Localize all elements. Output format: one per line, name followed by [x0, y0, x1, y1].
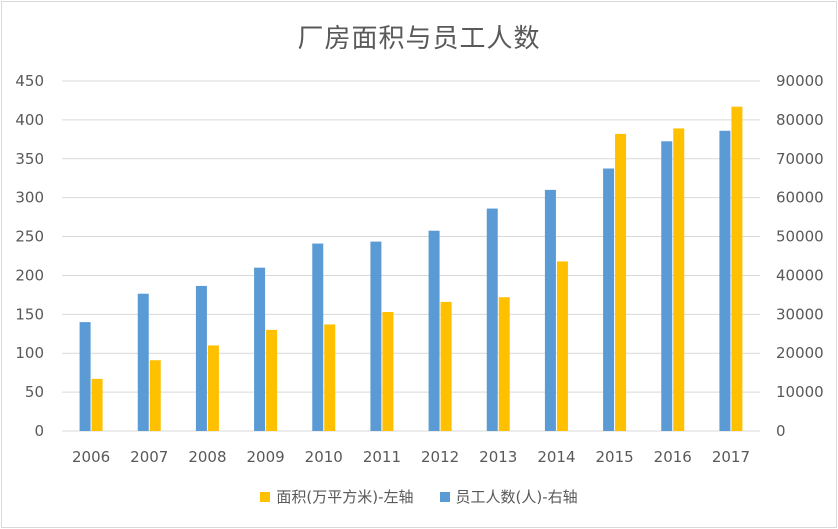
left-tick-label: 250	[15, 228, 44, 246]
x-tick-label: 2007	[130, 448, 168, 466]
legend-label-employees: 员工人数(人)-右轴	[455, 488, 578, 506]
bar-employees	[486, 208, 498, 431]
x-tick-label: 2008	[188, 448, 226, 466]
x-tick-label: 2006	[72, 448, 110, 466]
right-tick-label: 0	[776, 422, 786, 440]
x-tick-label: 2012	[421, 448, 459, 466]
bar-employees	[254, 267, 266, 431]
right-tick-label: 90000	[776, 72, 824, 90]
x-tick-label: 2009	[246, 448, 284, 466]
bar-employees	[195, 285, 207, 431]
bar-area	[149, 360, 161, 431]
bar-employees	[428, 230, 440, 431]
legend-item-area: 面积(万平方米)-左轴	[260, 486, 414, 507]
left-tick-label: 150	[15, 305, 44, 323]
left-tick-label: 50	[25, 383, 44, 401]
bar-area	[440, 301, 452, 431]
bar-area	[673, 128, 685, 431]
legend-swatch-employees	[439, 491, 450, 502]
gridlines	[62, 80, 760, 432]
bar-employees	[312, 243, 324, 431]
legend-item-employees: 员工人数(人)-右轴	[439, 486, 578, 507]
x-tick-label: 2010	[305, 448, 343, 466]
right-tick-label: 20000	[776, 344, 824, 362]
right-tick-label: 10000	[776, 383, 824, 401]
legend-swatch-area	[260, 491, 271, 502]
bar-area	[498, 297, 510, 431]
right-tick-label: 50000	[776, 228, 824, 246]
right-tick-label: 40000	[776, 266, 824, 284]
bars-group	[79, 106, 743, 432]
left-tick-label: 0	[34, 422, 44, 440]
x-tick-label: 2014	[537, 448, 575, 466]
left-tick-label: 400	[15, 111, 44, 129]
bar-area	[615, 133, 627, 431]
left-tick-label: 350	[15, 150, 44, 168]
bar-area	[324, 324, 336, 431]
bar-employees	[661, 141, 673, 431]
bar-employees	[79, 322, 91, 431]
x-axis-ticks: 2006 2007 2008 2009 2010 2011 2012 2013 2014 2015…	[72, 448, 750, 466]
x-tick-label: 2011	[363, 448, 401, 466]
bar-employees	[137, 293, 149, 431]
right-axis-ticks: 0 10000 20000 30000 40000 50000 60000 70000 8000…	[776, 72, 824, 440]
bar-area	[207, 345, 219, 431]
legend: 面积(万平方米)-左轴 员工人数(人)-右轴	[0, 486, 838, 507]
left-tick-label: 450	[15, 72, 44, 90]
bar-employees	[719, 130, 731, 431]
x-tick-label: 2013	[479, 448, 517, 466]
x-tick-label: 2015	[595, 448, 633, 466]
bar-employees	[370, 241, 382, 431]
bar-area	[382, 312, 394, 431]
bar-employees	[544, 189, 556, 431]
legend-label-area: 面积(万平方米)-左轴	[276, 488, 414, 506]
bar-area	[556, 261, 568, 431]
x-tick-label: 2016	[654, 448, 692, 466]
bar-area	[91, 378, 103, 431]
left-tick-label: 100	[15, 344, 44, 362]
bar-area	[731, 106, 743, 432]
right-tick-label: 60000	[776, 189, 824, 207]
left-tick-label: 200	[15, 266, 44, 284]
chart-title: 厂房面积与员工人数	[297, 24, 541, 54]
x-tick-label: 2017	[712, 448, 750, 466]
bar-employees	[603, 168, 615, 431]
right-tick-label: 70000	[776, 150, 824, 168]
right-tick-label: 80000	[776, 111, 824, 129]
right-tick-label: 30000	[776, 305, 824, 323]
left-tick-label: 300	[15, 189, 44, 207]
bar-area	[266, 329, 278, 431]
left-axis-ticks: 0 50 100 150 200 250 300 350 400 450	[15, 72, 44, 440]
